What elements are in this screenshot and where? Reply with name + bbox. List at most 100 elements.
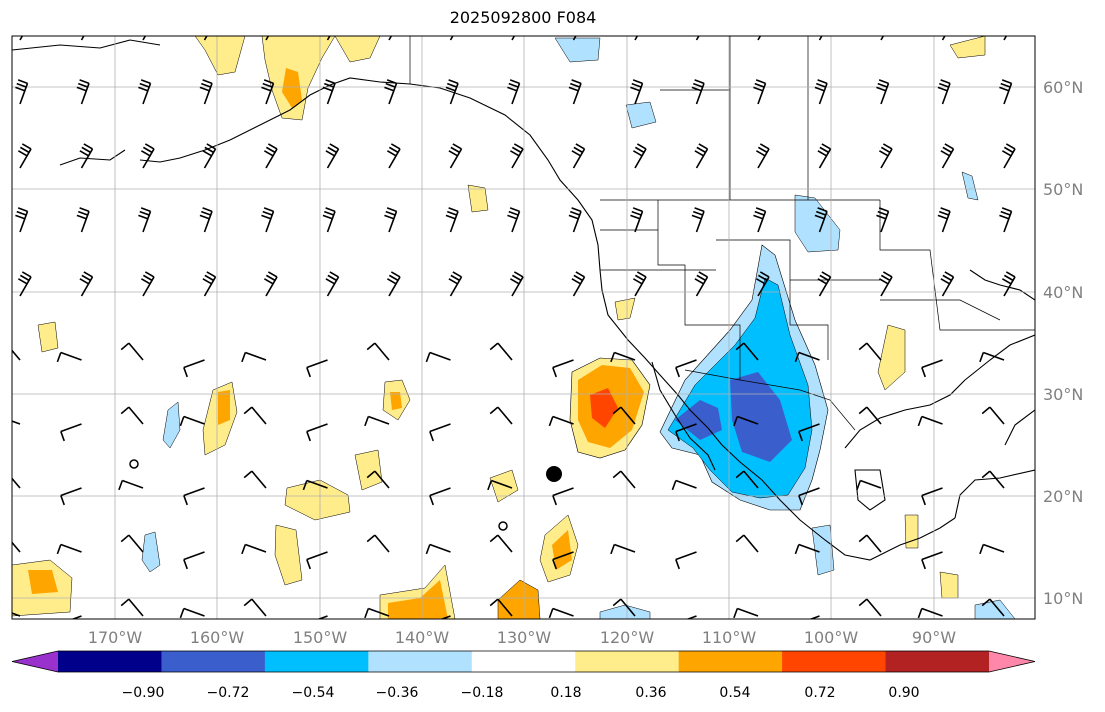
wind-barb (735, 342, 759, 361)
wind-barb (694, 143, 709, 169)
wind-barb (675, 551, 697, 570)
colorbar-tick-label: 0.72 (804, 685, 835, 701)
wind-barb (15, 207, 29, 233)
wind-barb (755, 271, 770, 297)
wind-barb (487, 479, 513, 491)
wind-barb (941, 36, 946, 41)
wind-barb (858, 406, 882, 425)
wind-barb (445, 79, 459, 105)
wind-barb (322, 207, 336, 233)
wind-barb (265, 36, 270, 41)
political-borders (409, 36, 1035, 431)
wind-barb (685, 615, 697, 619)
wind-barb (817, 271, 832, 297)
wind-barb (15, 79, 29, 105)
wind-barb (79, 143, 94, 169)
wind-barb (12, 349, 21, 361)
wind-barb (439, 615, 451, 619)
wind-barb (675, 359, 697, 378)
wind-barb (798, 423, 820, 442)
wind-barb (183, 551, 205, 570)
wind-barb (79, 271, 94, 297)
wind-barb (634, 36, 639, 41)
wind-barb (612, 470, 636, 489)
colorbar-segment (575, 651, 680, 672)
lat-label: 20°N (1043, 487, 1083, 506)
lon-label: 90°W (912, 628, 956, 647)
colorbar-outline (11, 650, 1036, 673)
wind-barb (120, 342, 144, 361)
wind-barb (140, 143, 155, 169)
wind-barb (552, 551, 574, 570)
wind-barb (448, 271, 463, 297)
wind-barb (610, 351, 636, 363)
wind-barb (612, 406, 636, 425)
wind-barb (263, 271, 278, 297)
wind-barb (937, 79, 951, 105)
wind-barb (735, 470, 759, 489)
wind-barb (306, 423, 328, 442)
colorbar-extension-min (12, 651, 58, 672)
wind-barb (384, 207, 398, 233)
wind-barb (548, 415, 574, 427)
wind-barb (981, 470, 1005, 489)
map-title: 2025092800 F084 (449, 8, 597, 27)
wind-barb (12, 420, 21, 425)
wind-barb (425, 543, 451, 555)
wind-barb (243, 470, 267, 489)
wind-barb (12, 541, 21, 553)
wind-barb (876, 79, 890, 105)
wind-barb (856, 479, 882, 491)
wind-barb (755, 143, 770, 169)
wind-barb (120, 598, 144, 617)
wind-barb (140, 271, 155, 297)
wind-barb (694, 271, 709, 297)
wind-barb (429, 423, 451, 442)
wind-barb (261, 207, 275, 233)
wind-barb (671, 479, 697, 491)
wind-barb (632, 143, 647, 169)
colorbar-segment (885, 651, 990, 672)
colorbar-segment (471, 651, 576, 672)
wind-barb (17, 143, 32, 169)
wind-barb (814, 207, 828, 233)
wind-barb (241, 543, 267, 555)
wind-barb (366, 470, 390, 489)
wind-barb (509, 271, 524, 297)
lat-label: 10°N (1043, 589, 1083, 608)
wind-barb (999, 207, 1013, 233)
colorbar (11, 650, 1036, 673)
lon-label: 150°W (293, 628, 348, 647)
colorbar-segment (58, 651, 162, 672)
wind-barb (489, 406, 513, 425)
wind-barb (818, 36, 823, 41)
wind-barb (695, 36, 700, 41)
wind-barb (364, 607, 390, 619)
wind-barb (179, 607, 205, 619)
wind-barb (794, 351, 820, 363)
wind-barb (612, 598, 636, 617)
wind-barb (630, 79, 644, 105)
wind-barb (384, 79, 398, 105)
wind-barb (940, 271, 955, 297)
wind-barb (981, 598, 1005, 617)
wind-barb (509, 143, 524, 169)
wind-barb (199, 207, 213, 233)
wind-barb (489, 598, 513, 617)
wind-barb (316, 615, 328, 619)
wind-barb (630, 207, 644, 233)
wind-barb (203, 36, 208, 41)
wind-barb (878, 143, 893, 169)
wind-barb (183, 359, 205, 378)
wind-barb (322, 79, 336, 105)
wind-barb (56, 351, 82, 363)
lon-label: 140°W (395, 628, 450, 647)
wind-barb (448, 143, 463, 169)
colorbar-tick-label: 0.18 (550, 685, 581, 701)
wind-barb (449, 36, 454, 41)
wind-barb (12, 477, 21, 489)
wind-barb (388, 36, 393, 41)
wind-barb (70, 615, 82, 619)
colorbar-tick-label: −0.18 (461, 685, 504, 701)
